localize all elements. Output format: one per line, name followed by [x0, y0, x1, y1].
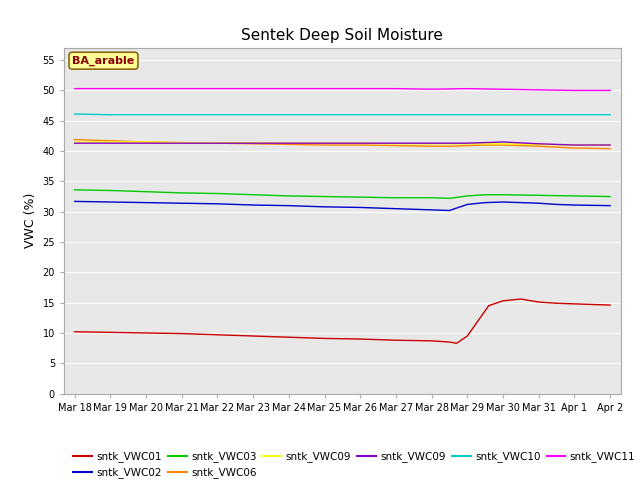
Legend: sntk_VWC01, sntk_VWC02, sntk_VWC03, sntk_VWC06, sntk_VWC09, sntk_VWC09, sntk_VWC: sntk_VWC01, sntk_VWC02, sntk_VWC03, sntk…	[69, 447, 639, 480]
Y-axis label: VWC (%): VWC (%)	[24, 193, 37, 249]
Title: Sentek Deep Soil Moisture: Sentek Deep Soil Moisture	[241, 28, 444, 43]
Text: BA_arable: BA_arable	[72, 56, 134, 66]
